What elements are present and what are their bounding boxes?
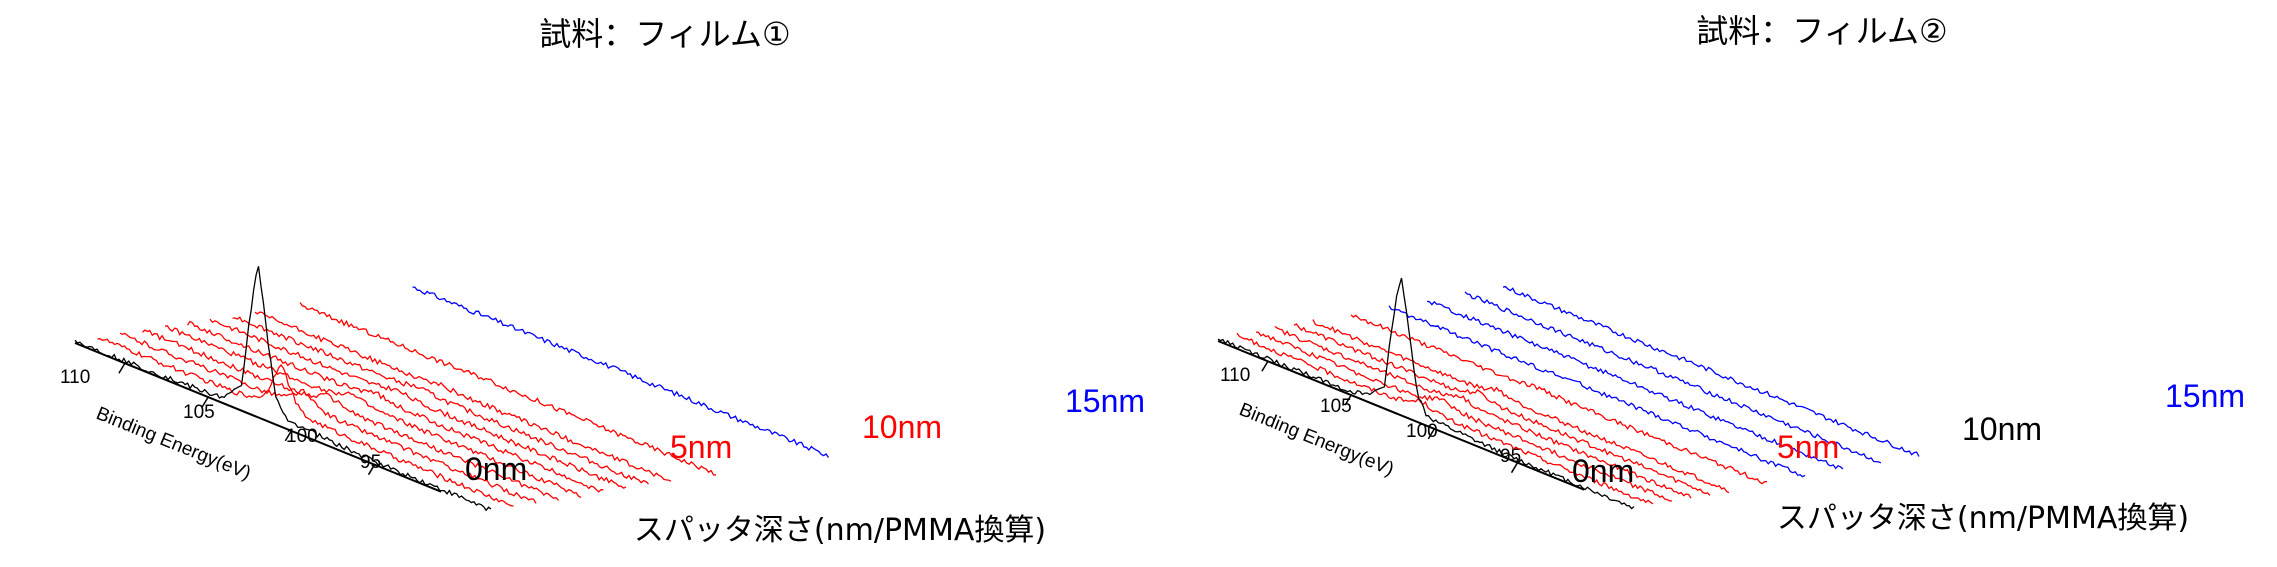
spectrum-line-9nm	[1388, 305, 1806, 478]
depth-axis-label: スパッタ深さ(nm/PMMA換算)	[634, 513, 1046, 548]
spectrum-line-11nm	[1426, 300, 1844, 470]
chart-panel-film-1: 試料：フィルム① 110 105 100 95 Binding Energy(eV) 0nm…	[60, 15, 1145, 548]
spectrum-line-1nm	[97, 337, 514, 507]
x-tick-label: 100	[1406, 421, 1438, 442]
spectrum-line-0nm	[1217, 277, 1635, 510]
x-tick	[118, 362, 126, 374]
depth-label: 10nm	[862, 409, 942, 445]
spectrum-line-8nm	[254, 311, 672, 482]
spectrum-line-5nm	[186, 320, 604, 493]
x-tick-label: 95	[1500, 446, 1521, 467]
spectrum-line-0nm	[74, 266, 492, 512]
x-axis-label: Binding Energy(eV)	[93, 403, 254, 484]
x-axis-line	[74, 342, 442, 493]
x-tick	[367, 464, 376, 476]
depth-label: 0nm	[465, 451, 527, 487]
depth-label: 15nm	[1065, 383, 1145, 419]
x-tick	[1510, 462, 1519, 474]
spectrum-line-7nm	[1350, 314, 1768, 485]
chart-title: 試料：フィルム①	[539, 15, 790, 53]
depth-axis-label: スパッタ深さ(nm/PMMA換算)	[1777, 501, 2189, 536]
x-tick-label: 95	[360, 452, 381, 473]
spectrum-line-4nm	[1293, 323, 1711, 496]
x-axis-label: Binding Energy(eV)	[1236, 399, 1397, 480]
spectrum-line-6nm	[209, 318, 627, 489]
spectrum-line-3nm	[1274, 325, 1692, 499]
spectrum-line-2nm	[1255, 331, 1673, 502]
spectrum-line-7nm	[232, 316, 649, 485]
depth-label: 5nm	[1777, 429, 1839, 465]
x-axis-line	[1217, 340, 1585, 491]
spectrum-line-3nm	[142, 329, 559, 501]
spectrum-line-15nm	[1502, 285, 1920, 457]
x-tick	[284, 430, 292, 442]
x-tick-label: 100	[286, 426, 318, 447]
x-tick-label: 105	[1320, 396, 1352, 417]
spectrum-line-10nm	[299, 302, 717, 476]
spectrum-line-13nm	[1464, 291, 1882, 464]
depth-label: 15nm	[2165, 378, 2245, 414]
x-tick	[1261, 360, 1269, 372]
x-tick	[1427, 428, 1435, 440]
spectrum-line-2nm	[119, 332, 537, 504]
spectrum-line-1nm	[1236, 332, 1654, 505]
x-tick-label: 110	[60, 367, 90, 388]
x-tick	[201, 396, 209, 408]
x-tick-label: 110	[1220, 365, 1250, 386]
depth-label: 10nm	[1962, 411, 2042, 447]
x-tick-label: 105	[183, 402, 215, 423]
spectrum-line-4nm	[164, 325, 582, 499]
depth-label: 0nm	[1572, 453, 1634, 489]
x-tick	[1344, 394, 1352, 406]
chart-title: 試料：フィルム②	[1696, 12, 1947, 50]
chart-panel-film-2: 試料：フィルム② 110 105 100 95 Binding Energy(eV) 0nm…	[1217, 12, 2245, 536]
spectrum-line-5nm	[1312, 319, 1730, 494]
spectrum-line-15nm	[412, 286, 830, 458]
depth-label: 5nm	[670, 429, 732, 465]
